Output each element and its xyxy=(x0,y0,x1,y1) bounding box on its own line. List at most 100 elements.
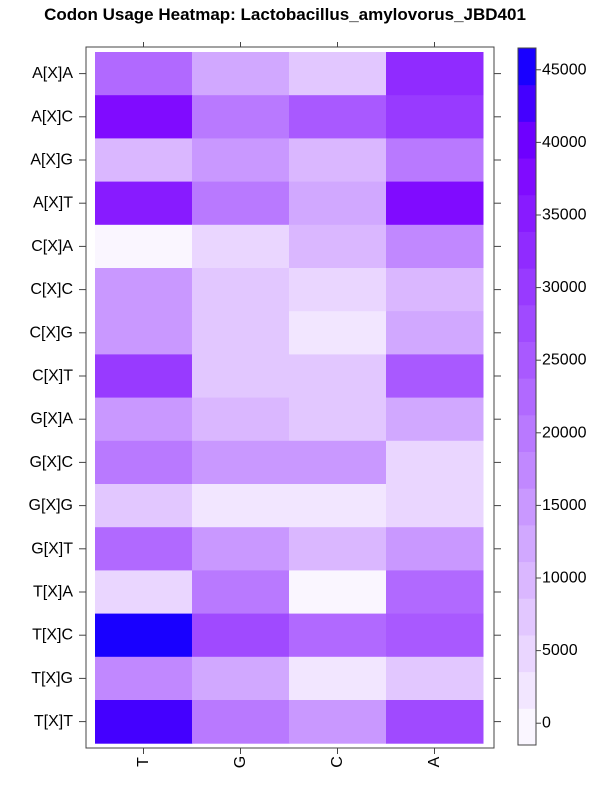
colorbar-segment xyxy=(518,84,536,122)
heatmap-cell xyxy=(95,181,193,226)
heatmap-cell xyxy=(192,397,290,442)
heatmap-cell xyxy=(386,354,484,399)
colorbar xyxy=(517,47,537,746)
heatmap-cell xyxy=(289,354,387,399)
colorbar-tick-label: 10000 xyxy=(542,570,587,587)
heatmap-cell xyxy=(95,311,193,355)
heatmap-cell xyxy=(289,484,387,528)
heatmap-cell xyxy=(192,354,290,399)
colorbar-segment xyxy=(518,158,536,196)
heatmap-cell xyxy=(289,52,387,96)
y-tick-label: A[X]C xyxy=(31,108,73,125)
heatmap-cell xyxy=(386,181,484,226)
heatmap-cell xyxy=(192,52,290,96)
colorbar-segment xyxy=(518,231,536,269)
axis-ticks xyxy=(79,42,501,754)
heatmap-cell xyxy=(289,224,387,269)
colorbar-segment xyxy=(518,451,536,489)
colorbar-tick-label: 20000 xyxy=(542,424,587,441)
colorbar-tick-label: 40000 xyxy=(542,134,587,151)
y-tick-label: A[X]T xyxy=(33,195,73,212)
heatmap-cell xyxy=(289,95,387,139)
x-tick-label: T xyxy=(135,757,152,767)
heatmap-cell xyxy=(95,95,193,139)
heatmap-cell xyxy=(289,311,387,355)
y-tick-label: C[X]C xyxy=(30,281,73,298)
heatmap-cell xyxy=(289,181,387,226)
y-tick-label: T[X]T xyxy=(34,713,73,730)
colorbar-labels: 0 5000 10000 15000 20000 25000 30000 35000 40000… xyxy=(536,61,587,732)
heatmap-cell xyxy=(386,700,484,744)
heatmap-cell xyxy=(192,95,290,139)
y-tick-label: C[X]T xyxy=(32,368,73,385)
heatmap-cell xyxy=(289,440,387,485)
heatmap-cell xyxy=(95,268,193,312)
heatmap-cell xyxy=(192,440,290,485)
chart-title: Codon Usage Heatmap: Lactobacillus_amylo… xyxy=(44,5,526,24)
y-tick-label: A[X]A xyxy=(32,65,73,82)
colorbar-tick-label: 25000 xyxy=(542,352,587,369)
heatmap-cell xyxy=(192,656,290,701)
heatmap-cell xyxy=(192,311,290,355)
heatmap-cell xyxy=(289,527,387,571)
x-tick-label: A xyxy=(426,756,443,767)
heatmap-cell xyxy=(95,527,193,571)
colorbar-segment xyxy=(518,48,536,86)
y-axis-labels: A[X]A A[X]C A[X]G A[X]T C[X]A C[X]C C[X]G C[X]T… xyxy=(29,65,74,730)
colorbar-segment xyxy=(518,634,536,673)
colorbar-segment xyxy=(518,671,536,709)
heatmap-cell xyxy=(95,224,193,269)
colorbar-segment xyxy=(518,121,536,159)
y-tick-label: T[X]G xyxy=(31,670,73,687)
heatmap-cell xyxy=(386,613,484,658)
y-tick-label: G[X]C xyxy=(29,454,73,471)
colorbar-segment xyxy=(518,524,536,563)
heatmap-cell xyxy=(192,613,290,658)
heatmap-cell xyxy=(192,181,290,226)
heatmap-cell xyxy=(95,138,193,183)
plot-frame xyxy=(85,46,495,749)
heatmap-cell xyxy=(95,484,193,528)
y-tick-label: G[X]G xyxy=(29,497,73,514)
colorbar-segment xyxy=(518,488,536,526)
heatmap-cell xyxy=(289,138,387,183)
heatmap-cell xyxy=(386,570,484,615)
colorbar-segment xyxy=(518,268,536,306)
heatmap-cell xyxy=(289,613,387,658)
y-tick-label: C[X]A xyxy=(31,238,73,255)
colorbar-segment xyxy=(518,414,536,453)
heatmap-cell xyxy=(386,527,484,571)
heatmap-cell xyxy=(192,527,290,571)
heatmap-cell xyxy=(192,138,290,183)
heatmap-cell xyxy=(95,440,193,485)
colorbar-frame xyxy=(517,47,537,746)
heatmap-cell xyxy=(386,52,484,96)
colorbar-segment xyxy=(518,598,536,636)
heatmap-cell xyxy=(386,484,484,528)
heatmap-cell xyxy=(386,311,484,355)
heatmap-cell xyxy=(192,484,290,528)
colorbar-segment xyxy=(518,194,536,232)
heatmap-cell xyxy=(289,268,387,312)
heatmap-cell xyxy=(386,397,484,442)
heatmap-cell xyxy=(386,138,484,183)
heatmap-cell xyxy=(386,268,484,312)
colorbar-tick-label: 15000 xyxy=(542,497,587,514)
heatmap-cell xyxy=(95,656,193,701)
colorbar-tick-label: 0 xyxy=(542,715,551,732)
heatmap-cell xyxy=(192,570,290,615)
colorbar-tick-label: 35000 xyxy=(542,206,587,223)
colorbar-segment xyxy=(518,378,536,416)
y-tick-label: T[X]A xyxy=(33,584,73,601)
heatmap-cells xyxy=(95,52,484,744)
heatmap-cell xyxy=(386,95,484,139)
heatmap-cell xyxy=(192,700,290,744)
heatmap-cell xyxy=(95,52,193,96)
colorbar-segment xyxy=(518,708,536,746)
y-tick-label: T[X]C xyxy=(32,627,73,644)
heatmap-cell xyxy=(95,354,193,399)
y-tick-label: C[X]G xyxy=(29,324,73,341)
heatmap-cell xyxy=(386,656,484,701)
